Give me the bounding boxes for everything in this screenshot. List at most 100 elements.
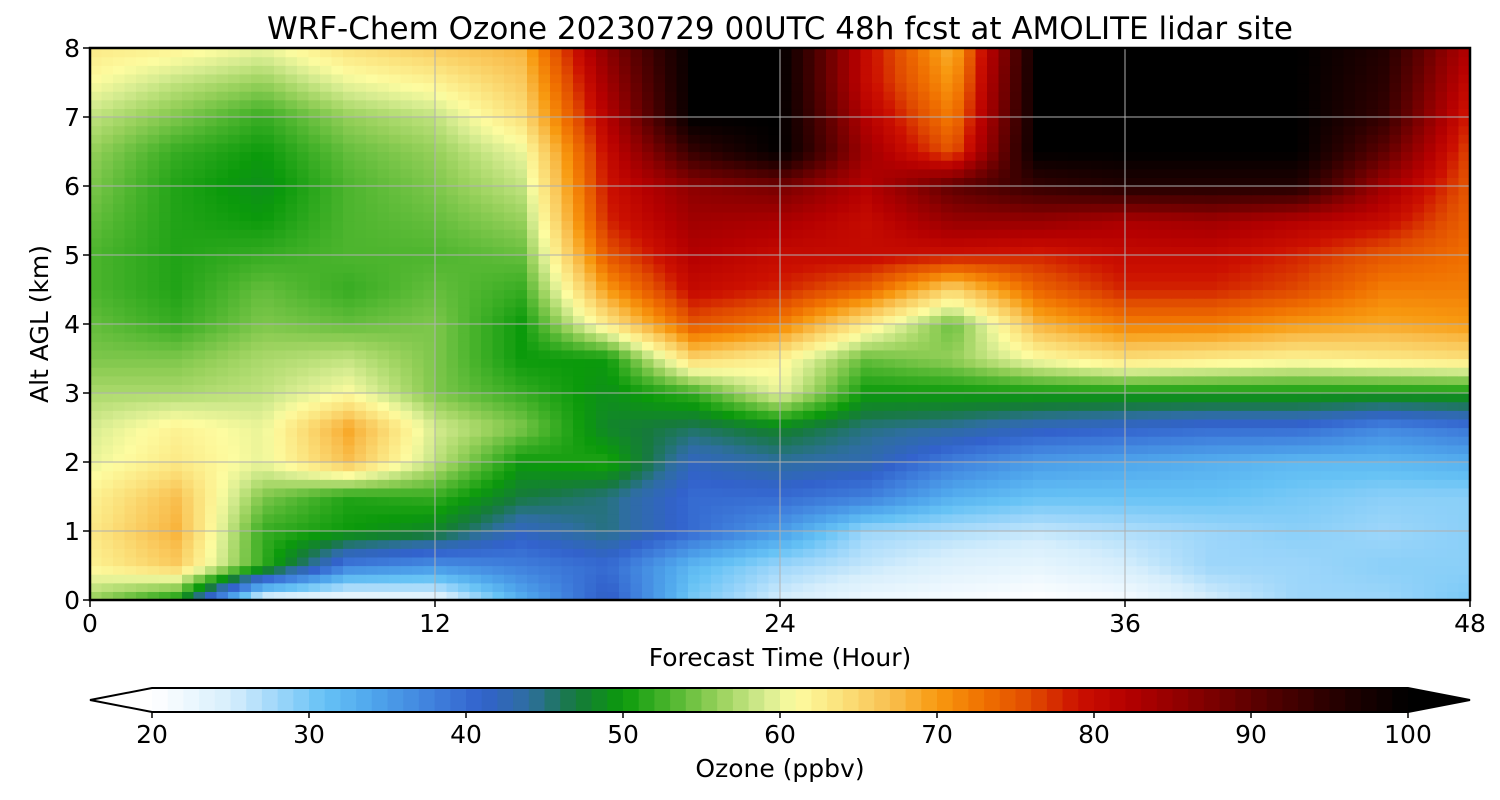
- heatmap-cell: [458, 263, 471, 273]
- heatmap-cell: [251, 393, 264, 403]
- heatmap-cell: [1332, 582, 1345, 592]
- heatmap-cell: [193, 358, 206, 368]
- heatmap-cell: [182, 246, 195, 256]
- heatmap-cell: [584, 263, 597, 273]
- heatmap-cell: [1332, 358, 1345, 368]
- heatmap-cell: [274, 289, 287, 299]
- heatmap-cell: [1332, 306, 1345, 316]
- heatmap-cell: [895, 332, 908, 342]
- heatmap-cell: [987, 522, 1000, 532]
- heatmap-cell: [573, 531, 586, 541]
- heatmap-cell: [964, 487, 977, 498]
- heatmap-cell: [699, 341, 712, 351]
- heatmap-cell: [262, 479, 275, 489]
- heatmap-cell: [929, 582, 942, 592]
- heatmap-cell: [113, 582, 126, 592]
- heatmap-cell: [918, 505, 931, 515]
- heatmap-cell: [1435, 349, 1448, 360]
- heatmap-cell: [607, 246, 620, 256]
- heatmap-cell: [354, 410, 367, 420]
- heatmap-cell: [400, 341, 413, 351]
- heatmap-cell: [1240, 324, 1253, 334]
- heatmap-cell: [366, 358, 379, 368]
- heatmap-cell: [136, 358, 149, 368]
- heatmap-cell: [1125, 367, 1138, 377]
- heatmap-cell: [412, 556, 425, 567]
- heatmap-cell: [1366, 427, 1379, 437]
- heatmap-cell: [1458, 401, 1470, 411]
- heatmap-cell: [136, 470, 149, 480]
- heatmap-cell: [1228, 306, 1241, 316]
- heatmap-cell: [745, 332, 758, 342]
- heatmap-cell: [607, 444, 620, 454]
- heatmap-cell: [1412, 522, 1425, 532]
- heatmap-cell: [1044, 255, 1057, 265]
- heatmap-cell: [1090, 255, 1103, 265]
- heatmap-cell: [101, 410, 114, 420]
- heatmap-cell: [1205, 470, 1218, 480]
- heatmap-cell: [159, 272, 172, 282]
- heatmap-cell: [642, 513, 655, 523]
- heatmap-cell: [975, 358, 988, 368]
- heatmap-cell: [952, 462, 965, 472]
- heatmap-cell: [124, 565, 137, 575]
- heatmap-cell: [481, 332, 494, 342]
- heatmap-cell: [527, 375, 540, 385]
- heatmap-cell: [929, 263, 942, 273]
- heatmap-cell: [1274, 324, 1287, 334]
- heatmap-cell: [492, 531, 505, 541]
- heatmap-cell: [849, 306, 862, 316]
- heatmap-cell: [343, 418, 356, 429]
- heatmap-cell: [504, 401, 517, 411]
- heatmap-cell: [1355, 462, 1368, 472]
- heatmap-cell: [688, 255, 701, 265]
- heatmap-cell: [676, 591, 689, 600]
- heatmap-cell: [964, 418, 977, 429]
- heatmap-cell: [400, 565, 413, 575]
- heatmap-cell: [274, 496, 287, 506]
- heatmap-cell: [90, 410, 103, 420]
- heatmap-cell: [182, 324, 195, 334]
- heatmap-cell: [1251, 358, 1264, 368]
- heatmap-cell: [906, 255, 919, 265]
- heatmap-cell: [561, 298, 574, 308]
- heatmap-cell: [320, 315, 333, 325]
- heatmap-cell: [538, 505, 551, 515]
- heatmap-cell: [573, 263, 586, 273]
- heatmap-cell: [239, 479, 252, 489]
- heatmap-cell: [929, 306, 942, 316]
- heatmap-cell: [607, 513, 620, 523]
- heatmap-cell: [768, 255, 781, 265]
- heatmap-cell: [745, 410, 758, 420]
- heatmap-cell: [205, 280, 218, 291]
- heatmap-cell: [446, 324, 459, 334]
- heatmap-cell: [1217, 315, 1230, 325]
- heatmap-cell: [274, 487, 287, 498]
- heatmap-cell: [964, 237, 977, 247]
- heatmap-cell: [1113, 582, 1126, 592]
- heatmap-cell: [1010, 384, 1023, 394]
- heatmap-cell: [607, 237, 620, 247]
- heatmap-cell: [366, 565, 379, 575]
- heatmap-cell: [1263, 574, 1276, 584]
- heatmap-cell: [734, 565, 747, 575]
- heatmap-cell: [1251, 289, 1264, 299]
- heatmap-cell: [527, 280, 540, 291]
- heatmap-cell: [147, 436, 160, 446]
- heatmap-cell: [642, 367, 655, 377]
- heatmap-cell: [642, 306, 655, 316]
- heatmap-cell: [573, 349, 586, 360]
- heatmap-cell: [860, 375, 873, 385]
- heatmap-cell: [584, 341, 597, 351]
- heatmap-cell: [642, 582, 655, 592]
- heatmap-cell: [435, 341, 448, 351]
- heatmap-cell: [1435, 556, 1448, 567]
- heatmap-cell: [400, 574, 413, 584]
- heatmap-cell: [619, 401, 632, 411]
- heatmap-cell: [1125, 453, 1138, 463]
- heatmap-cell: [918, 539, 931, 549]
- heatmap-cell: [1033, 341, 1046, 351]
- heatmap-cell: [1286, 375, 1299, 385]
- heatmap-cell: [228, 574, 241, 584]
- heatmap-cell: [308, 513, 321, 523]
